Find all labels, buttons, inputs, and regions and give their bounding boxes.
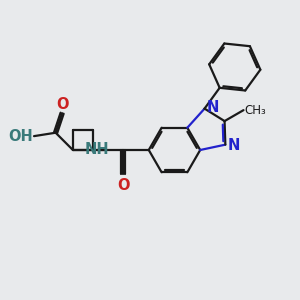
Text: N: N: [228, 138, 240, 153]
Text: N: N: [207, 100, 219, 115]
Text: CH₃: CH₃: [245, 104, 266, 117]
Text: OH: OH: [8, 129, 33, 144]
Text: NH: NH: [85, 142, 110, 157]
Text: O: O: [117, 178, 129, 193]
Text: O: O: [56, 97, 68, 112]
